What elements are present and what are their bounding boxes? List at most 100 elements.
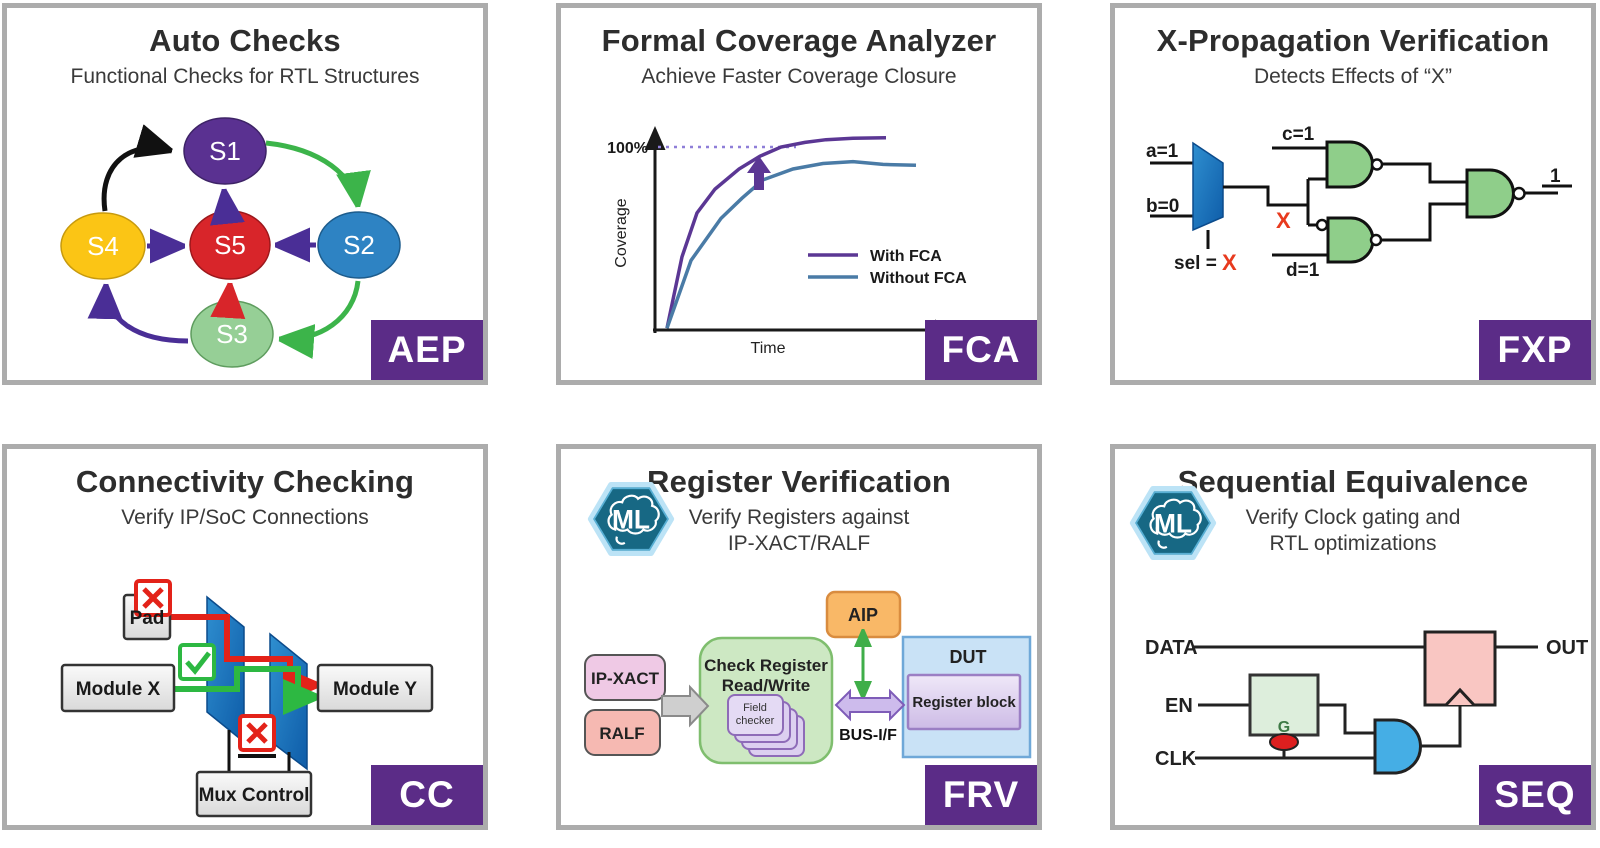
transition-s4-s1 (101, 148, 172, 212)
label-d: d=1 (1286, 260, 1320, 281)
ml-hexagon-icon: ML (587, 482, 675, 556)
module-y-label: Module Y (333, 679, 417, 700)
check-icon (178, 643, 216, 681)
register-block-label: Register block (912, 694, 1016, 711)
card-title: Formal Coverage Analyzer (601, 23, 997, 58)
card-title: Auto Checks (149, 23, 341, 58)
card-subtitle-line1: Verify Registers against (688, 505, 910, 529)
module-y-box (316, 663, 434, 713)
ml-text: ML (612, 505, 650, 535)
transition-s3-s5 (229, 283, 230, 299)
nand-final-output-bubble (1512, 186, 1526, 201)
brain-outline (1149, 498, 1202, 549)
register-verification-diagram: IP-XACT RALF Check Register Read/Write F… (584, 590, 1032, 765)
state-s4 (60, 212, 146, 280)
error-x-icon-control (238, 714, 276, 752)
ml-text: ML (1154, 509, 1192, 539)
card-title: Register Verification (647, 464, 951, 499)
card-subtitle: Detects Effects of “X” (1253, 64, 1452, 88)
transition-s5-s1 (224, 189, 226, 209)
ml-hexagon-icon: ML (1129, 486, 1217, 560)
ip-xact-box (584, 654, 666, 701)
flipflop-clock-chevron (1444, 687, 1476, 707)
field-checker-label-1: Field (743, 702, 767, 714)
and-gate (1373, 718, 1422, 775)
check-register-label-2: Read/Write (722, 676, 811, 695)
mux-output-wire (1223, 177, 1327, 227)
brain-outline (607, 494, 660, 545)
nand-gate-top (1325, 140, 1374, 189)
module-x-box (60, 663, 176, 713)
data-label: DATA (1145, 637, 1198, 659)
state-s3-label: S3 (216, 319, 248, 349)
mux-shape (1192, 141, 1224, 232)
transition-s3-s4 (106, 284, 189, 344)
card-formal-coverage-analyzer: Formal Coverage Analyzer Achieve Faster … (556, 3, 1042, 385)
pad-label: Pad (130, 608, 165, 629)
card-subtitle-line1: Verify Clock gating and (1245, 505, 1461, 529)
ml-badge: ML (587, 471, 675, 567)
card-subtitle-line2: IP-XACT/RALF (727, 532, 871, 555)
field-checker-label-2: checker (736, 715, 775, 727)
coverage-chart: 100% Coverage Time With FCA Without FCA (607, 126, 967, 357)
mux-control-box (195, 770, 313, 818)
error-x-icon-top (134, 579, 172, 617)
gate-enable-label: G (1278, 719, 1290, 736)
out-label: OUT (1546, 637, 1588, 659)
flipflop-box (1423, 630, 1497, 707)
card-subtitle: Functional Checks for RTL Structures (70, 64, 420, 88)
ralf-label: RALF (599, 724, 644, 743)
register-block-box (906, 673, 1022, 731)
nand-gate-final (1465, 168, 1515, 219)
latch-box (1248, 673, 1320, 737)
card-title: Connectivity Checking (75, 464, 415, 499)
card-auto-checks: Auto Checks Functional Checks for RTL St… (2, 3, 488, 385)
gated-clock-wire (1421, 705, 1462, 748)
connectivity-diagram: Pad Module X Module Y Mux Control (60, 579, 434, 818)
latch-to-and-wire (1318, 703, 1375, 735)
improvement-arrow-icon (747, 156, 771, 190)
label-a: a=1 (1146, 141, 1179, 162)
state-diagram: S1 S2 S3 S4 S5 (60, 117, 401, 368)
clk-label: CLK (1155, 748, 1197, 770)
card-header: Sequential Equivalence Verify Clock gati… (1115, 449, 1591, 557)
transition-s1-s2 (265, 140, 358, 207)
badge-fxp: FXP (1479, 320, 1591, 380)
field-checker-stack (727, 694, 805, 757)
card-register-verification: Register Verification Verify Registers a… (556, 444, 1042, 830)
badge-seq: SEQ (1479, 765, 1591, 825)
without-fca-curve (665, 159, 917, 329)
x-axis-label: Time (751, 340, 786, 357)
label-output-1: 1 (1550, 166, 1561, 187)
card-connectivity-checking: Connectivity Checking Verify IP/SoC Conn… (2, 444, 488, 830)
en-label: EN (1165, 695, 1193, 717)
card-header: X-Propagation Verification Detects Effec… (1115, 8, 1591, 90)
card-header: Formal Coverage Analyzer Achieve Faster … (561, 8, 1037, 90)
card-header: Auto Checks Functional Checks for RTL St… (7, 8, 483, 90)
badge-fca: FCA (925, 320, 1037, 380)
module-x-label: Module X (76, 679, 161, 700)
state-s2-label: S2 (343, 230, 375, 260)
dut-label: DUT (950, 647, 987, 667)
ml-badge: ML (1129, 475, 1217, 571)
transition-s2-s3 (279, 280, 361, 339)
logic-circuit-diagram: a=1 b=0 sel = X X c=1 d=1 1 (1146, 124, 1572, 281)
state-s5-label: S5 (214, 230, 246, 260)
mux-control-label: Mux Control (199, 785, 310, 806)
legend-label-without-fca: Without FCA (870, 270, 967, 287)
gate-interconnect-wires (1381, 162, 1467, 242)
card-subtitle-line2: RTL optimizations (1269, 532, 1437, 555)
ip-xact-label: IP-XACT (591, 669, 660, 688)
label-b: b=0 (1146, 196, 1179, 217)
card-title: Sequential Equivalence (1177, 464, 1529, 499)
card-header: Register Verification Verify Registers a… (561, 449, 1037, 557)
good-connection-wire (174, 666, 313, 697)
card-subtitle: Verify IP/SoC Connections (121, 505, 369, 529)
label-x-value: X (1276, 208, 1291, 233)
badge-frv: FRV (925, 765, 1037, 825)
ytick-100pct: 100% (607, 140, 648, 157)
flow-arrow-icon (661, 684, 710, 728)
legend-label-with-fca: With FCA (870, 248, 942, 265)
nand-bottom-input-bubble (1315, 218, 1329, 232)
card-title: X-Propagation Verification (1156, 23, 1550, 58)
